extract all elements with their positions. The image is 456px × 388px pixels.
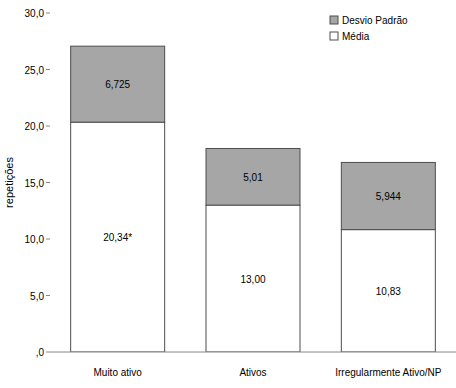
y-tick: [46, 126, 50, 127]
data-label: 5,944: [376, 191, 401, 202]
data-label: 6,725: [105, 79, 130, 90]
x-tick-label: Irregularmente Ativo/NP: [335, 367, 441, 378]
y-tick: [46, 13, 50, 14]
bar-segment: [71, 46, 165, 122]
y-tick: [46, 352, 50, 353]
y-tick: [46, 69, 50, 70]
bar-segment: [71, 122, 165, 352]
chart: repetições ,0 5,0 10,0 15,0 20,0 25,0 30,0 Muito…: [0, 0, 456, 388]
legend-label: Média: [342, 31, 370, 42]
bar-segment: [206, 148, 300, 205]
legend-swatch: [330, 32, 338, 40]
legend-swatch: [330, 16, 338, 24]
legend-label: Desvio Padrão: [342, 15, 408, 26]
bar-segment: [341, 162, 435, 229]
y-tick: [46, 239, 50, 240]
y-tick: [46, 182, 50, 183]
y-tick: [46, 295, 50, 296]
y-tick-label: ,0: [36, 347, 45, 358]
bar-segment: [341, 230, 435, 352]
y-tick-label: 5,0: [30, 291, 44, 302]
bar-segment: [206, 205, 300, 352]
x-tick-label: Muito ativo: [93, 367, 142, 378]
y-tick-label: 15,0: [25, 178, 45, 189]
data-label: 20,34*: [103, 232, 132, 243]
y-tick-label: 25,0: [25, 65, 45, 76]
y-tick-label: 30,0: [25, 8, 45, 19]
y-axis-label: repetições: [3, 157, 15, 208]
data-label: 13,00: [240, 274, 265, 285]
data-label: 10,83: [376, 286, 401, 297]
data-label: 5,01: [243, 172, 263, 183]
y-tick-label: 10,0: [25, 234, 45, 245]
y-tick-label: 20,0: [25, 121, 45, 132]
bars: [71, 46, 436, 352]
x-tick-label: Ativos: [239, 367, 266, 378]
x-axis-line: [50, 352, 456, 353]
